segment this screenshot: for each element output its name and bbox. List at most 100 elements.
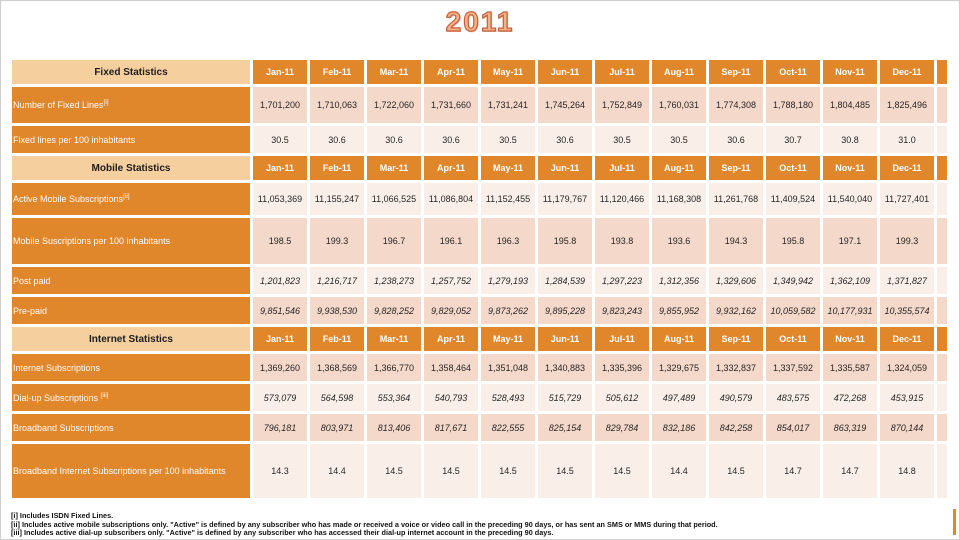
month-header-cell: Sep-11 xyxy=(709,327,763,351)
data-cell: 540,793 xyxy=(424,384,478,411)
overflow-cell xyxy=(937,218,947,264)
data-cell: 9,828,252 xyxy=(367,297,421,324)
data-cell: 31.0 xyxy=(880,126,934,153)
month-header-cell: Jul-11 xyxy=(595,60,649,84)
data-cell: 194.3 xyxy=(709,218,763,264)
data-cell: 1,312,356 xyxy=(652,267,706,294)
data-cell: 14.5 xyxy=(481,444,535,498)
data-cell: 14.4 xyxy=(310,444,364,498)
overflow-cell xyxy=(937,297,947,324)
data-cell: 497,489 xyxy=(652,384,706,411)
overflow-cell xyxy=(937,60,947,84)
data-cell: 9,932,162 xyxy=(709,297,763,324)
section-header-label: Internet Statistics xyxy=(12,327,250,351)
data-cell: 30.6 xyxy=(709,126,763,153)
row-label-cell: Dial-up Subscriptions [iii] xyxy=(12,384,250,411)
overflow-cell xyxy=(937,156,947,180)
overflow-cell xyxy=(937,126,947,153)
data-cell: 11,152,455 xyxy=(481,183,535,215)
data-cell: 14.5 xyxy=(367,444,421,498)
data-cell: 813,406 xyxy=(367,414,421,441)
row-label-cell: Mobile Suscriptions per 100 inhabitants xyxy=(12,218,250,264)
data-cell: 11,168,308 xyxy=(652,183,706,215)
data-cell: 1,371,827 xyxy=(880,267,934,294)
month-header-cell: Dec-11 xyxy=(880,156,934,180)
month-header-cell: Nov-11 xyxy=(823,327,877,351)
data-cell: 30.6 xyxy=(424,126,478,153)
table-row: Fixed lines per 100 inhabitants 30.5 30.6 3… xyxy=(12,126,947,153)
overflow-cell xyxy=(937,87,947,123)
data-cell: 14.8 xyxy=(880,444,934,498)
data-cell: 11,727,401 xyxy=(880,183,934,215)
month-header-cell: Jan-11 xyxy=(253,60,307,84)
data-cell: 1,297,223 xyxy=(595,267,649,294)
month-header-cell: Aug-11 xyxy=(652,60,706,84)
data-cell: 196.3 xyxy=(481,218,535,264)
data-cell: 9,873,262 xyxy=(481,297,535,324)
data-cell: 490,579 xyxy=(709,384,763,411)
data-cell: 195.8 xyxy=(538,218,592,264)
data-cell: 1,731,660 xyxy=(424,87,478,123)
data-cell: 14.7 xyxy=(766,444,820,498)
row-label-cell: Number of Fixed Lines[i] xyxy=(12,87,250,123)
month-header-cell: Jun-11 xyxy=(538,327,592,351)
month-header-cell: Aug-11 xyxy=(652,327,706,351)
corner-accent-bar xyxy=(953,509,956,535)
data-cell: 1,722,060 xyxy=(367,87,421,123)
footnote-marker: [ii] xyxy=(123,193,130,200)
data-cell: 573,079 xyxy=(253,384,307,411)
data-cell: 11,409,524 xyxy=(766,183,820,215)
data-cell: 10,355,574 xyxy=(880,297,934,324)
month-header-cell: Mar-11 xyxy=(367,327,421,351)
month-header-cell: Jan-11 xyxy=(253,327,307,351)
table-row: Number of Fixed Lines[i] 1,701,200 1,710,0… xyxy=(12,87,947,123)
data-cell: 1,238,273 xyxy=(367,267,421,294)
month-header-cell: Feb-11 xyxy=(310,60,364,84)
data-cell: 1,349,942 xyxy=(766,267,820,294)
month-header-cell: Dec-11 xyxy=(880,60,934,84)
data-cell: 528,493 xyxy=(481,384,535,411)
data-cell: 1,324,059 xyxy=(880,354,934,381)
month-header-cell: Jan-11 xyxy=(253,156,307,180)
row-label-cell: Pre-paid xyxy=(12,297,250,324)
data-cell: 1,368,569 xyxy=(310,354,364,381)
data-cell: 30.7 xyxy=(766,126,820,153)
data-cell: 1,358,464 xyxy=(424,354,478,381)
month-header-cell: May-11 xyxy=(481,156,535,180)
row-label-cell: Broadband Subscriptions xyxy=(12,414,250,441)
month-header-cell: Sep-11 xyxy=(709,156,763,180)
data-cell: 14.5 xyxy=(424,444,478,498)
data-cell: 9,938,530 xyxy=(310,297,364,324)
data-cell: 199.3 xyxy=(310,218,364,264)
overflow-cell xyxy=(937,183,947,215)
data-cell: 1,701,200 xyxy=(253,87,307,123)
data-cell: 11,179,767 xyxy=(538,183,592,215)
row-label-cell: Active Mobile Subscriptions[ii] xyxy=(12,183,250,215)
data-cell: 1,752,849 xyxy=(595,87,649,123)
data-cell: 196.1 xyxy=(424,218,478,264)
data-cell: 14.7 xyxy=(823,444,877,498)
data-cell: 1,216,717 xyxy=(310,267,364,294)
data-cell: 1,335,587 xyxy=(823,354,877,381)
data-cell: 1,745,264 xyxy=(538,87,592,123)
data-cell: 14.5 xyxy=(595,444,649,498)
section-header-label: Fixed Statistics xyxy=(12,60,250,84)
data-cell: 1,279,193 xyxy=(481,267,535,294)
month-header-cell: Feb-11 xyxy=(310,156,364,180)
month-header-cell: Jun-11 xyxy=(538,156,592,180)
table-row: Internet Subscriptions 1,369,260 1,368,569… xyxy=(12,354,947,381)
month-header-cell: May-11 xyxy=(481,60,535,84)
data-cell: 30.6 xyxy=(310,126,364,153)
data-cell: 1,760,031 xyxy=(652,87,706,123)
data-cell: 9,851,546 xyxy=(253,297,307,324)
overflow-cell xyxy=(937,414,947,441)
data-cell: 1,774,308 xyxy=(709,87,763,123)
data-cell: 14.4 xyxy=(652,444,706,498)
data-cell: 832,186 xyxy=(652,414,706,441)
data-cell: 11,155,247 xyxy=(310,183,364,215)
table-row: Pre-paid 9,851,546 9,938,530 9,828,252 9,829… xyxy=(12,297,947,324)
overflow-cell xyxy=(937,354,947,381)
data-cell: 9,829,052 xyxy=(424,297,478,324)
month-header-cell: Oct-11 xyxy=(766,156,820,180)
